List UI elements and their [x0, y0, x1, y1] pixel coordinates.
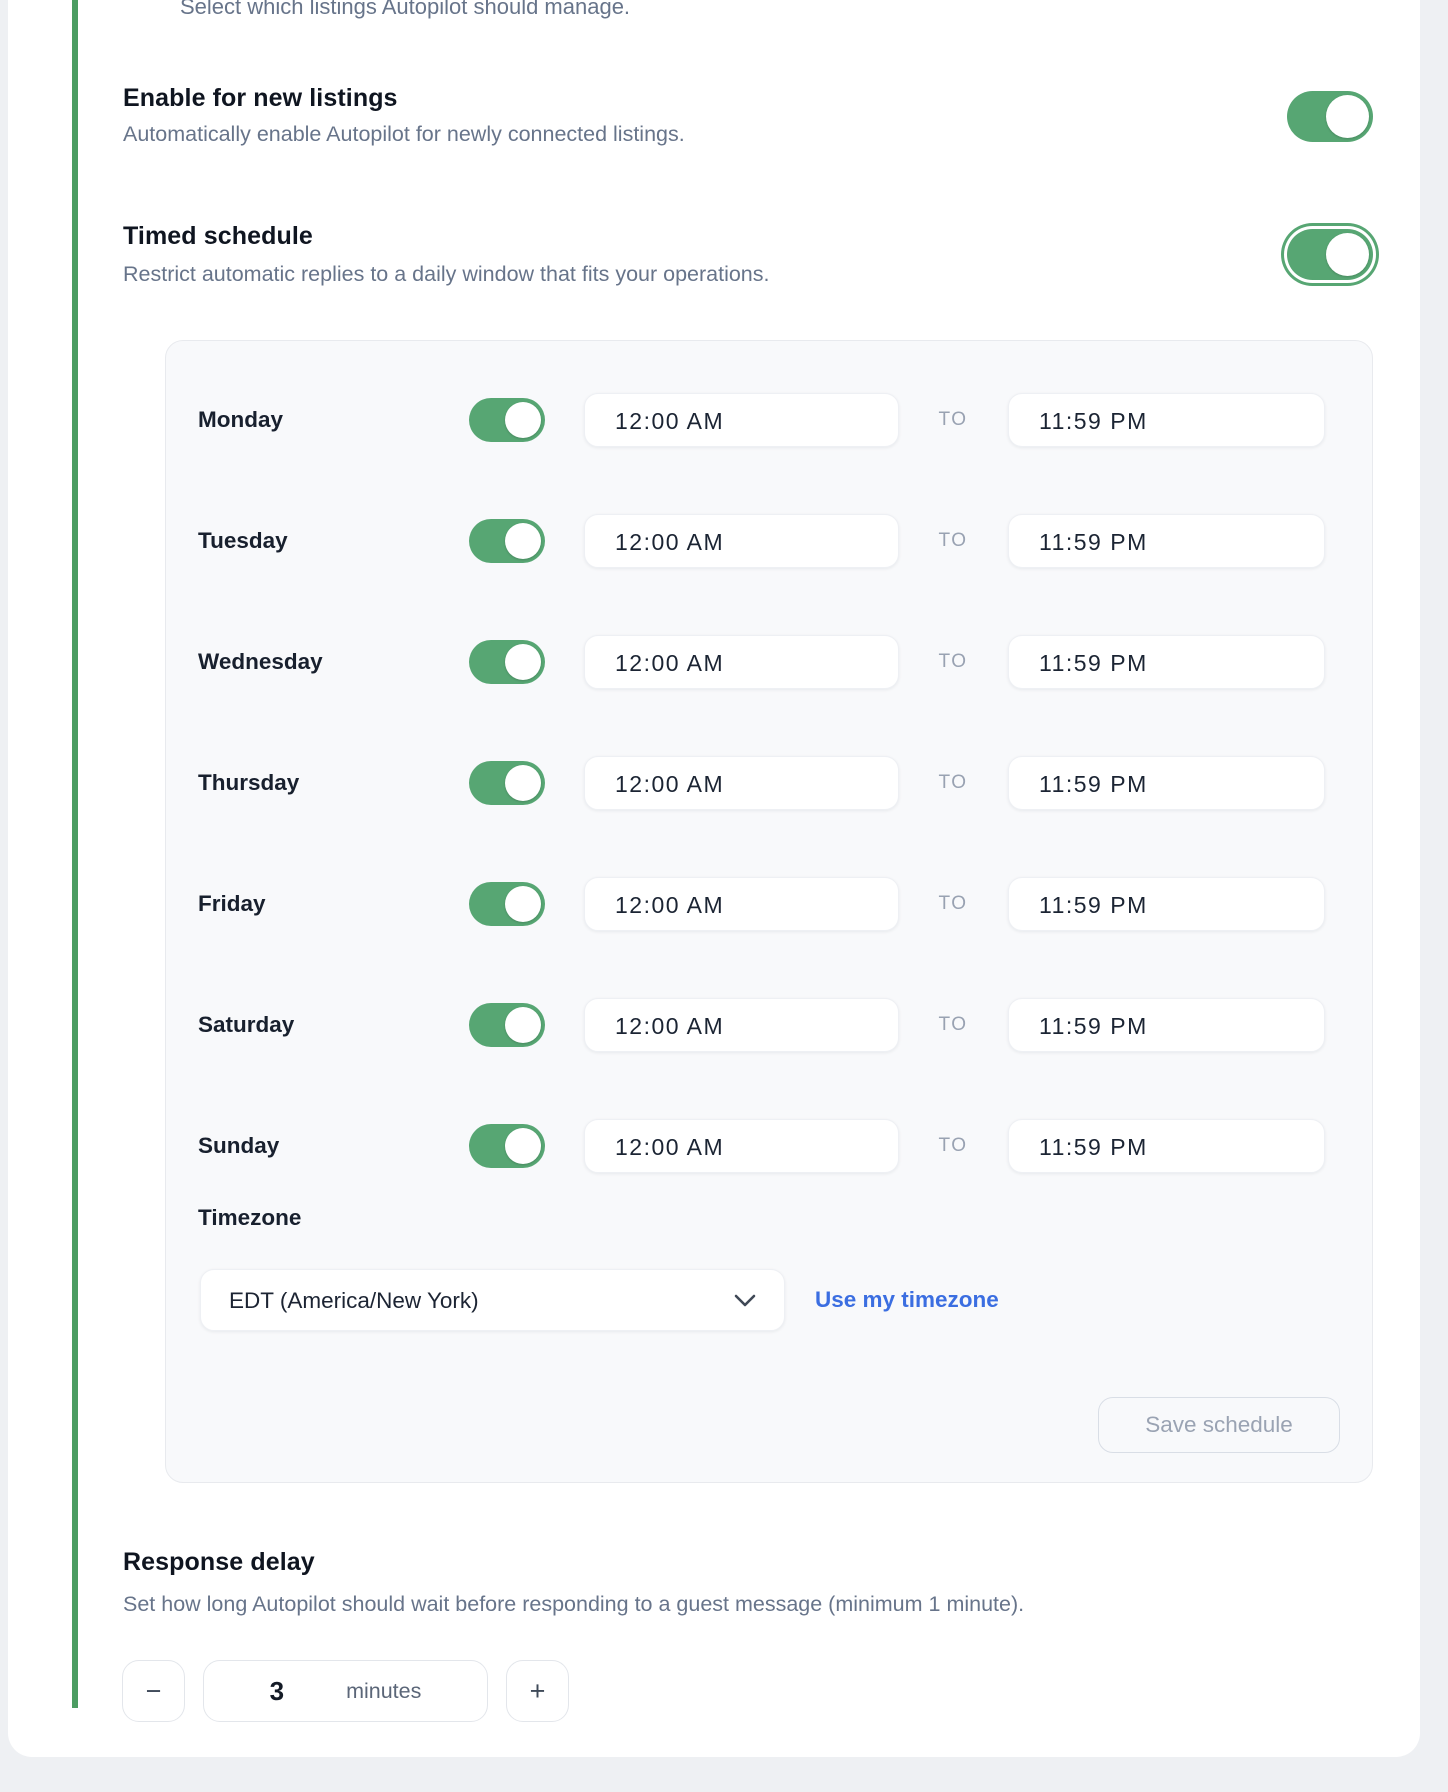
toggle-knob: [1326, 95, 1369, 138]
response-delay-title: Response delay: [123, 1548, 315, 1576]
day-label: Monday: [198, 407, 284, 432]
toggle-knob: [505, 1128, 541, 1164]
day-toggle[interactable]: [469, 1003, 545, 1047]
to-label: TO: [938, 1135, 968, 1156]
toggle-knob: [505, 1007, 541, 1043]
start-time-input[interactable]: 12:00 AM: [584, 877, 899, 931]
toggle-knob: [505, 886, 541, 922]
to-label: TO: [938, 409, 968, 430]
day-label: Wednesday: [198, 649, 323, 674]
enable-new-listings-description: Automatically enable Autopilot for newly…: [123, 122, 685, 146]
end-time-input[interactable]: 11:59 PM: [1008, 393, 1325, 447]
delay-value-field[interactable]: 3 minutes: [203, 1660, 488, 1722]
decrease-delay-button[interactable]: −: [122, 1660, 185, 1722]
end-time-input[interactable]: 11:59 PM: [1008, 998, 1325, 1052]
day-label: Friday: [198, 891, 266, 916]
enable-new-listings-title: Enable for new listings: [123, 84, 398, 112]
listings-section-description: Select which listings Autopilot should m…: [180, 0, 631, 19]
start-time-input[interactable]: 12:00 AM: [584, 1119, 899, 1173]
schedule-day-row: Sunday 12:00 AM TO 11:59 PM: [166, 1119, 1372, 1173]
toggle-knob: [505, 402, 541, 438]
schedule-day-row: Wednesday 12:00 AM TO 11:59 PM: [166, 635, 1372, 689]
start-time-input[interactable]: 12:00 AM: [584, 756, 899, 810]
day-label: Sunday: [198, 1133, 280, 1158]
response-delay-description: Set how long Autopilot should wait befor…: [123, 1592, 1025, 1616]
schedule-day-row: Monday 12:00 AM TO 11:59 PM: [166, 393, 1372, 447]
day-toggle[interactable]: [469, 1124, 545, 1168]
timezone-selected-value: EDT (America/New York): [229, 1288, 479, 1313]
schedule-day-row: Thursday 12:00 AM TO 11:59 PM: [166, 756, 1372, 810]
increase-delay-button[interactable]: +: [506, 1660, 569, 1722]
toggle-knob: [505, 765, 541, 801]
enable-new-listings-toggle[interactable]: [1287, 91, 1373, 142]
to-label: TO: [938, 772, 968, 793]
timezone-select[interactable]: EDT (America/New York): [200, 1269, 785, 1331]
section-accent-bar: [72, 0, 78, 1708]
chevron-down-icon: [734, 1294, 756, 1307]
timed-schedule-description: Restrict automatic replies to a daily wi…: [123, 262, 770, 286]
delay-value: 3: [269, 1675, 285, 1706]
to-label: TO: [938, 893, 968, 914]
end-time-input[interactable]: 11:59 PM: [1008, 877, 1325, 931]
start-time-input[interactable]: 12:00 AM: [584, 635, 899, 689]
use-my-timezone-link[interactable]: Use my timezone: [815, 1287, 999, 1312]
schedule-day-row: Friday 12:00 AM TO 11:59 PM: [166, 877, 1372, 931]
schedule-panel: Monday 12:00 AM TO 11:59 PM Tuesday 12:0…: [165, 340, 1373, 1483]
start-time-input[interactable]: 12:00 AM: [584, 393, 899, 447]
schedule-day-row: Tuesday 12:00 AM TO 11:59 PM: [166, 514, 1372, 568]
toggle-knob: [1326, 233, 1369, 276]
end-time-input[interactable]: 11:59 PM: [1008, 635, 1325, 689]
to-label: TO: [938, 1014, 968, 1035]
day-toggle[interactable]: [469, 398, 545, 442]
toggle-knob: [505, 523, 541, 559]
to-label: TO: [938, 530, 968, 551]
day-toggle[interactable]: [469, 519, 545, 563]
save-schedule-button[interactable]: Save schedule: [1098, 1397, 1340, 1453]
timed-schedule-toggle[interactable]: [1287, 229, 1373, 280]
day-label: Tuesday: [198, 528, 288, 553]
end-time-input[interactable]: 11:59 PM: [1008, 1119, 1325, 1173]
end-time-input[interactable]: 11:59 PM: [1008, 756, 1325, 810]
timed-schedule-title: Timed schedule: [123, 222, 313, 250]
start-time-input[interactable]: 12:00 AM: [584, 998, 899, 1052]
day-label: Saturday: [198, 1012, 295, 1037]
to-label: TO: [938, 651, 968, 672]
day-toggle[interactable]: [469, 882, 545, 926]
schedule-day-row: Saturday 12:00 AM TO 11:59 PM: [166, 998, 1372, 1052]
start-time-input[interactable]: 12:00 AM: [584, 514, 899, 568]
day-label: Thursday: [198, 770, 300, 795]
toggle-knob: [505, 644, 541, 680]
day-toggle[interactable]: [469, 640, 545, 684]
delay-unit-label: minutes: [346, 1678, 422, 1703]
day-toggle[interactable]: [469, 761, 545, 805]
timezone-label: Timezone: [198, 1205, 302, 1230]
end-time-input[interactable]: 11:59 PM: [1008, 514, 1325, 568]
